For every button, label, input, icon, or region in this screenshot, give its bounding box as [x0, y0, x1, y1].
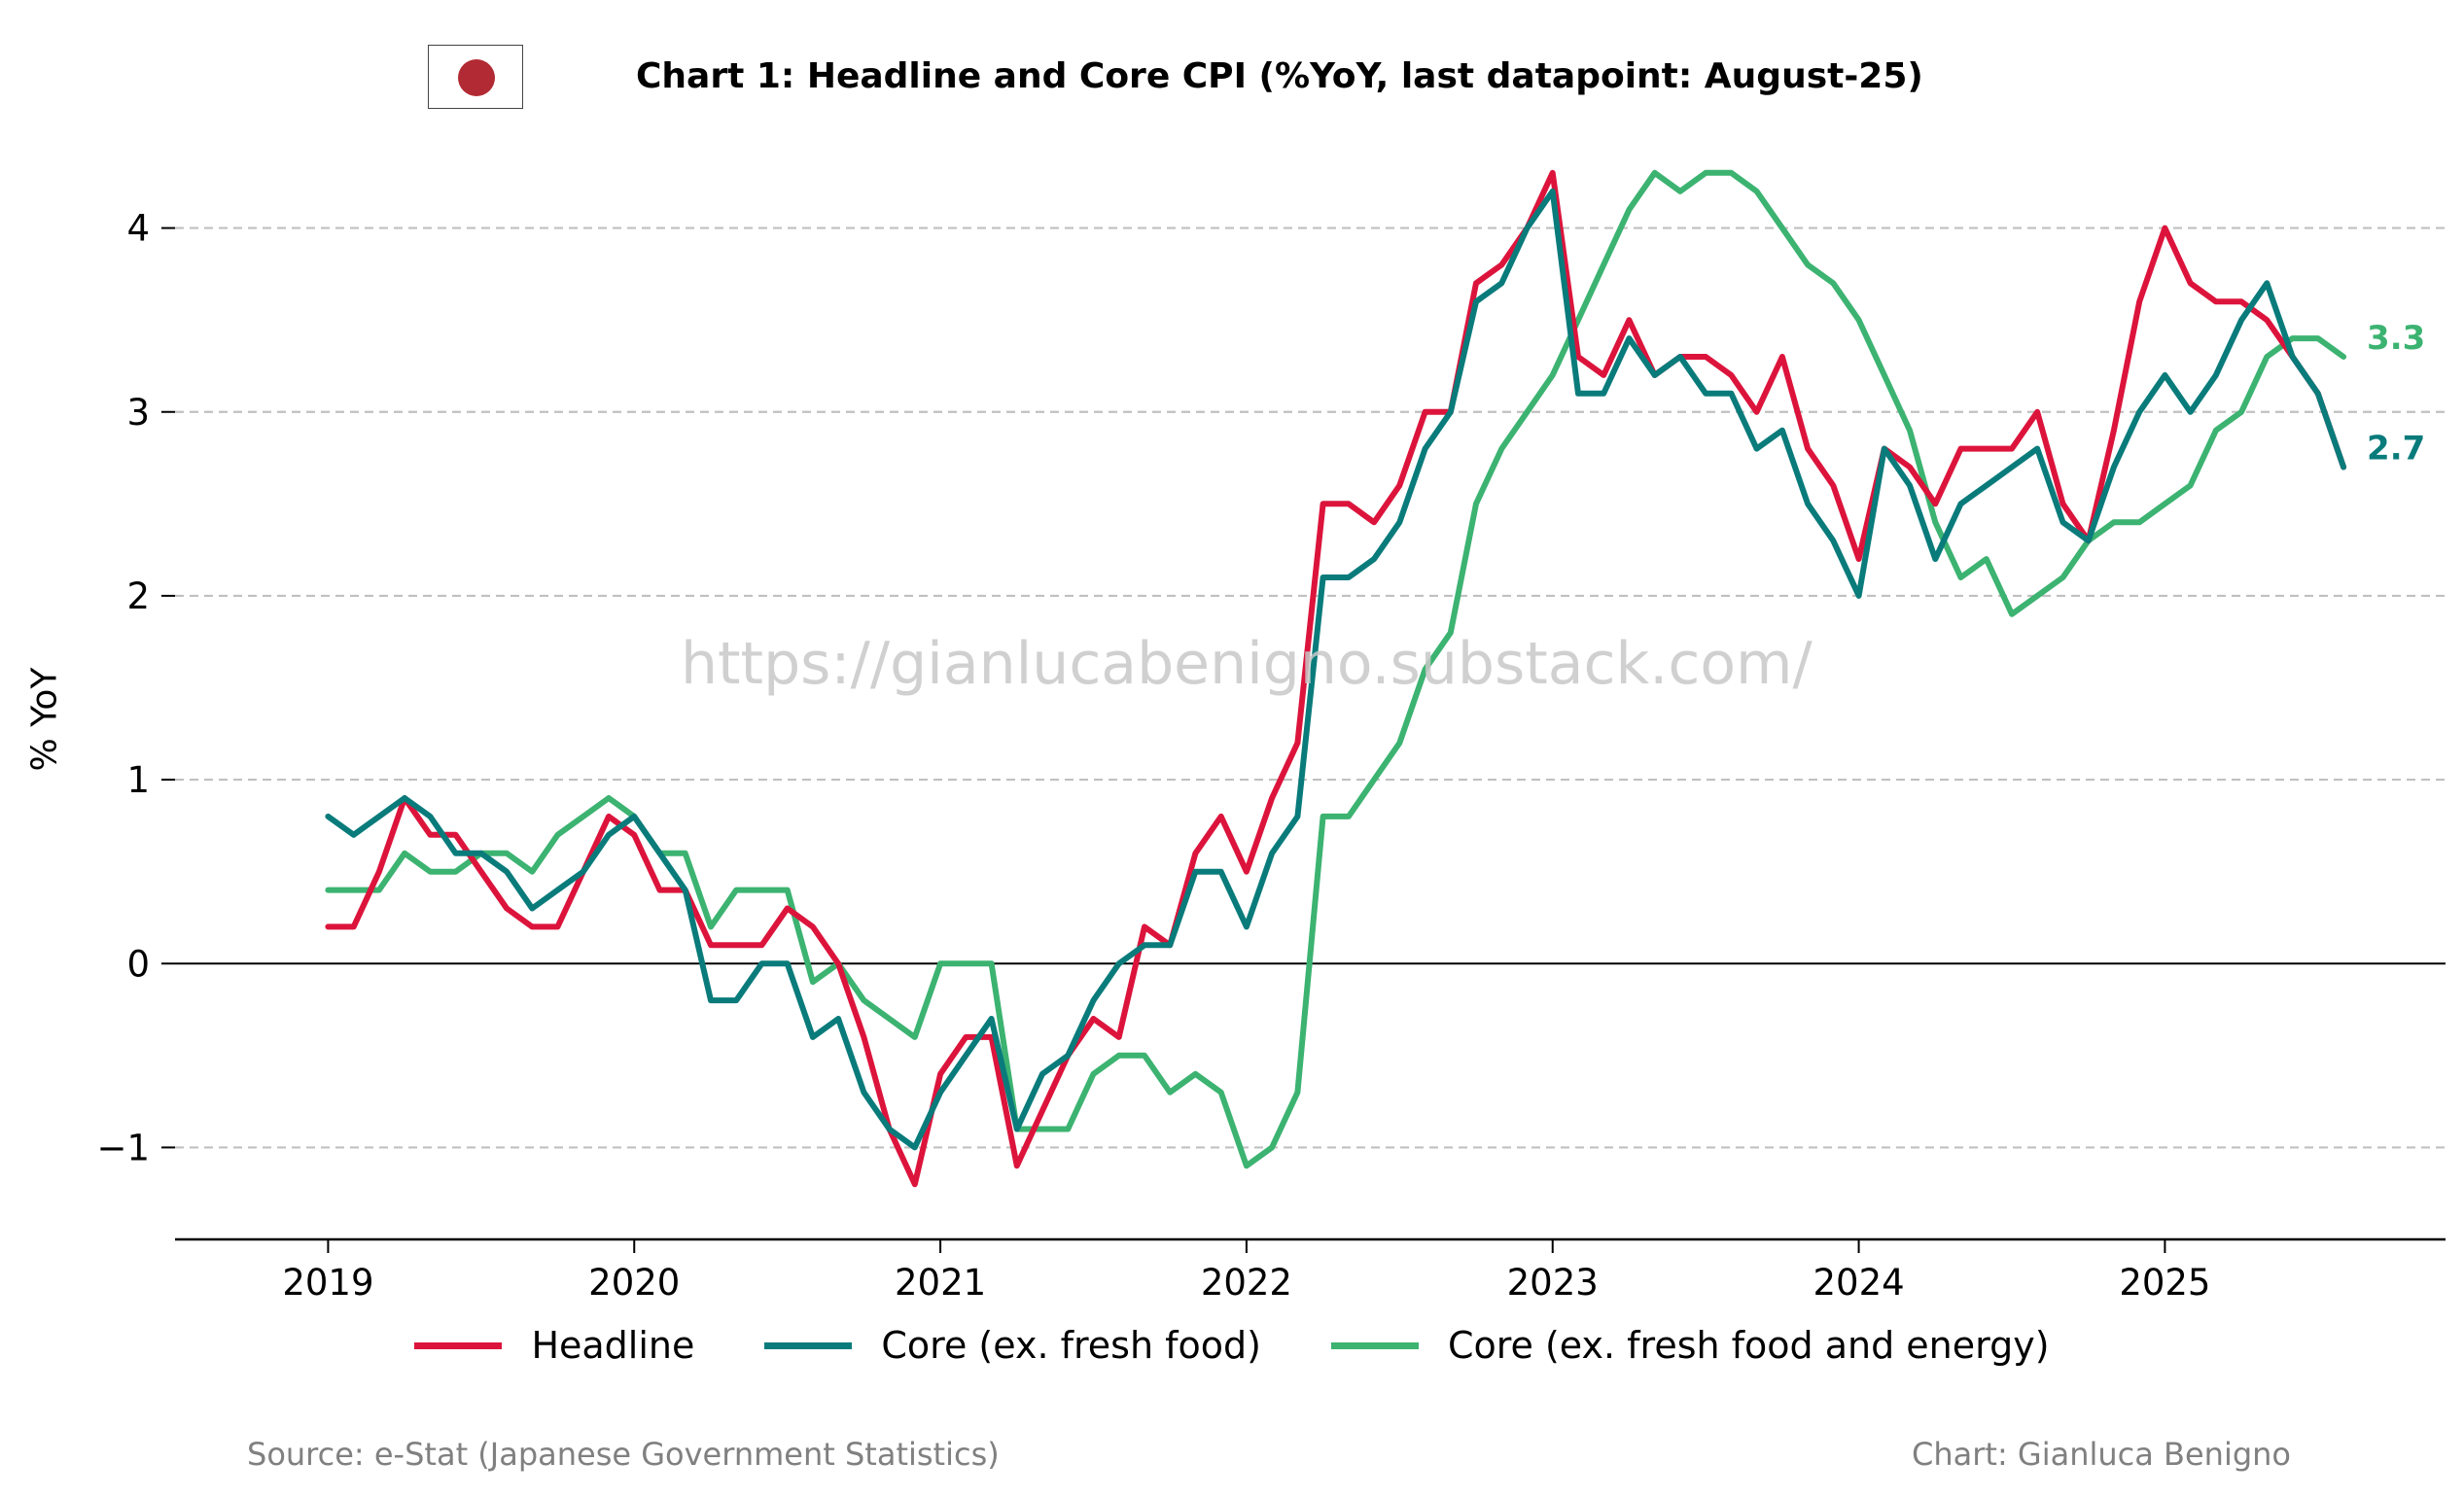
y-tick-label: 2	[126, 575, 150, 617]
y-tick-label: 1	[126, 759, 150, 801]
japan-flag-icon	[428, 45, 523, 109]
x-tick-label: 2024	[1813, 1262, 1904, 1304]
series-lines	[325, 169, 2347, 1188]
legend-item-core-ex-energy: Core (ex. fresh food and energy)	[1330, 1324, 2050, 1367]
x-tick-label: 2025	[2119, 1262, 2210, 1304]
legend-label-headline: Headline	[531, 1324, 695, 1367]
x-tick-label: 2022	[1201, 1262, 1292, 1304]
y-tick-label: 3	[126, 392, 150, 434]
y-tick-label: 4	[126, 208, 150, 250]
legend-swatch-core-ex-energy	[1330, 1341, 1419, 1349]
y-tick-label: 0	[126, 943, 150, 985]
legend-swatch-headline	[414, 1341, 503, 1349]
end-value-label: 2.7	[2367, 430, 2425, 469]
legend-swatch-core	[764, 1341, 853, 1349]
chart-credit: Chart: Gianluca Benigno	[1912, 1436, 2291, 1473]
x-tick-label: 2023	[1507, 1262, 1599, 1304]
x-tick-label: 2019	[282, 1262, 373, 1304]
flag-red-disc	[458, 59, 495, 96]
x-tick-label: 2021	[895, 1262, 986, 1304]
series-line-1	[325, 188, 2347, 1151]
legend: Headline Core (ex. fresh food) Core (ex.…	[0, 1324, 2464, 1367]
x-axis-ticks: 2019 2020 2021 2022 2023 2024 2025	[282, 1239, 2210, 1304]
legend-label-core: Core (ex. fresh food)	[881, 1324, 1261, 1367]
legend-item-core: Core (ex. fresh food)	[764, 1324, 1261, 1367]
y-axis-label: % YoY	[24, 667, 65, 772]
end-labels: 3.3 2.7	[2367, 319, 2425, 469]
end-value-label: 3.3	[2367, 319, 2425, 358]
x-tick-label: 2020	[588, 1262, 680, 1304]
watermark: https://gianlucabenigno.substack.com/	[681, 630, 1813, 698]
y-axis-ticks: −1 0 1 2 3 4	[96, 208, 175, 1168]
series-line-0	[325, 169, 2347, 1188]
source-note: Source: e-Stat (Japanese Government Stat…	[247, 1436, 1000, 1473]
chart-title: Chart 1: Headline and Core CPI (%YoY, la…	[636, 56, 1923, 96]
series-line-2	[325, 169, 2347, 1169]
legend-item-headline: Headline	[414, 1324, 694, 1367]
y-tick-label: −1	[96, 1127, 150, 1168]
legend-label-core-ex-energy: Core (ex. fresh food and energy)	[1447, 1324, 2050, 1367]
